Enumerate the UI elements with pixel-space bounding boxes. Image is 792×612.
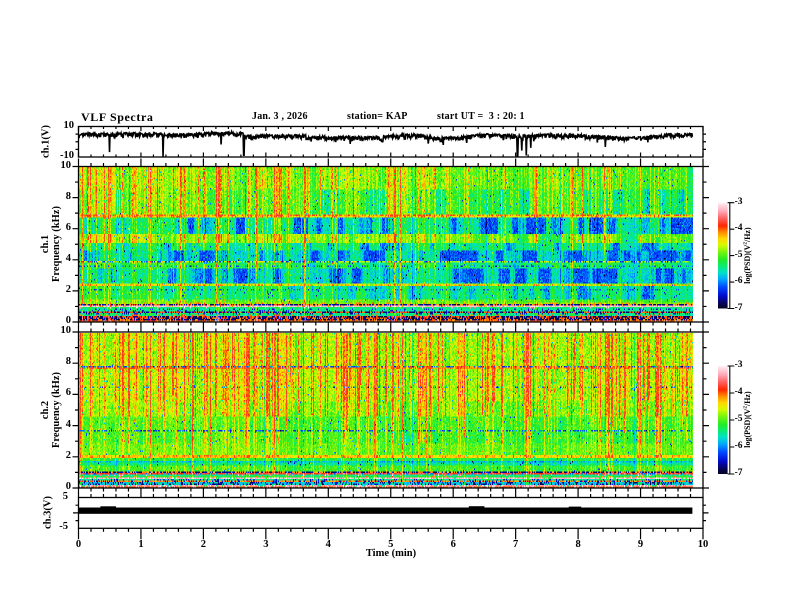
ch1-y-tick-label: -10 [60,150,74,161]
colorbar-gradient [718,366,728,474]
freq-y-tick-label: 0 [65,481,71,492]
x-tick-label: 7 [513,538,519,550]
x-tick-label: 9 [637,538,644,550]
ch1-spectrogram-image [79,166,693,322]
ch3-signal-bump [468,506,485,509]
freq-y-tick-label: 2 [65,449,71,461]
x-tick-label: 5 [388,538,394,550]
date-label: Jan. 3 , 2026 [252,111,308,122]
colorbar2-title: log(PSD)(V2/Hz) [742,391,753,448]
x-tick-label: 3 [263,538,269,550]
freq-y-tick-label: 2 [65,283,71,295]
colorbar-axis [727,202,735,310]
colorbar-tick-label: -3 [734,196,743,207]
colorbar1-title: log(PSD)(V2/Hz) [742,227,753,284]
x-tick-label: 8 [575,538,581,550]
x-tick-label: 10 [697,538,709,550]
panel-frame [77,165,704,323]
ch3-signal-bump [568,506,582,509]
ch2-spectrogram-image [79,332,693,488]
start-ut-label: start UT = 3 : 20: 1 [437,111,525,122]
colorbar-tick-label: -6 [734,441,743,451]
colorbar-tick-label: -3 [734,360,743,370]
panel-frame [77,331,704,489]
colorbar-tick-label: -7 [734,468,743,478]
freq-y-tick-label: 10 [60,159,72,171]
freq-y-tick-label: 6 [65,221,71,233]
freq-y-tick-label: 10 [60,325,72,336]
axis-ticks [72,126,709,540]
station-label: station= KAP [347,111,408,122]
freq-y-tick-label: 8 [65,356,71,368]
freq-y-tick-label: 6 [65,387,71,399]
colorbar-tick-label: -4 [734,223,743,234]
colorbar-tick-label: -5 [734,249,743,260]
ch3-y-tick-label: -5 [59,521,68,533]
x-tick-label: 1 [138,538,144,550]
panel-frame [77,125,704,158]
x-tick-label: 6 [450,538,456,550]
ch3-y-tick-label: 5 [62,490,68,502]
ch1-y-tick-label: 10 [63,119,75,131]
figure-title: VLF Spectra [81,109,154,124]
ch3-signal-bump [100,506,116,509]
freq-y-tick-label: 0 [65,315,71,326]
colorbar-tick-label: -6 [734,276,743,287]
x-tick-label: 0 [75,538,82,550]
colorbar-tick-label: -5 [734,414,743,424]
colorbar-axis [727,365,735,475]
time-axis-title: Time (min) [365,548,417,559]
x-tick-label: 2 [200,538,207,550]
x-tick-label: 4 [325,538,331,550]
ch1-waveform-trace [78,128,694,157]
freq-y-tick-label: 4 [65,252,71,264]
colorbar-tick-label: -7 [734,302,743,313]
colorbar-gradient [718,202,728,309]
ch3-signal-band [79,507,693,514]
freq-y-tick-label: 4 [65,418,71,430]
freq-y-tick-label: 8 [65,190,71,202]
colorbar-tick-label: -4 [734,387,743,397]
